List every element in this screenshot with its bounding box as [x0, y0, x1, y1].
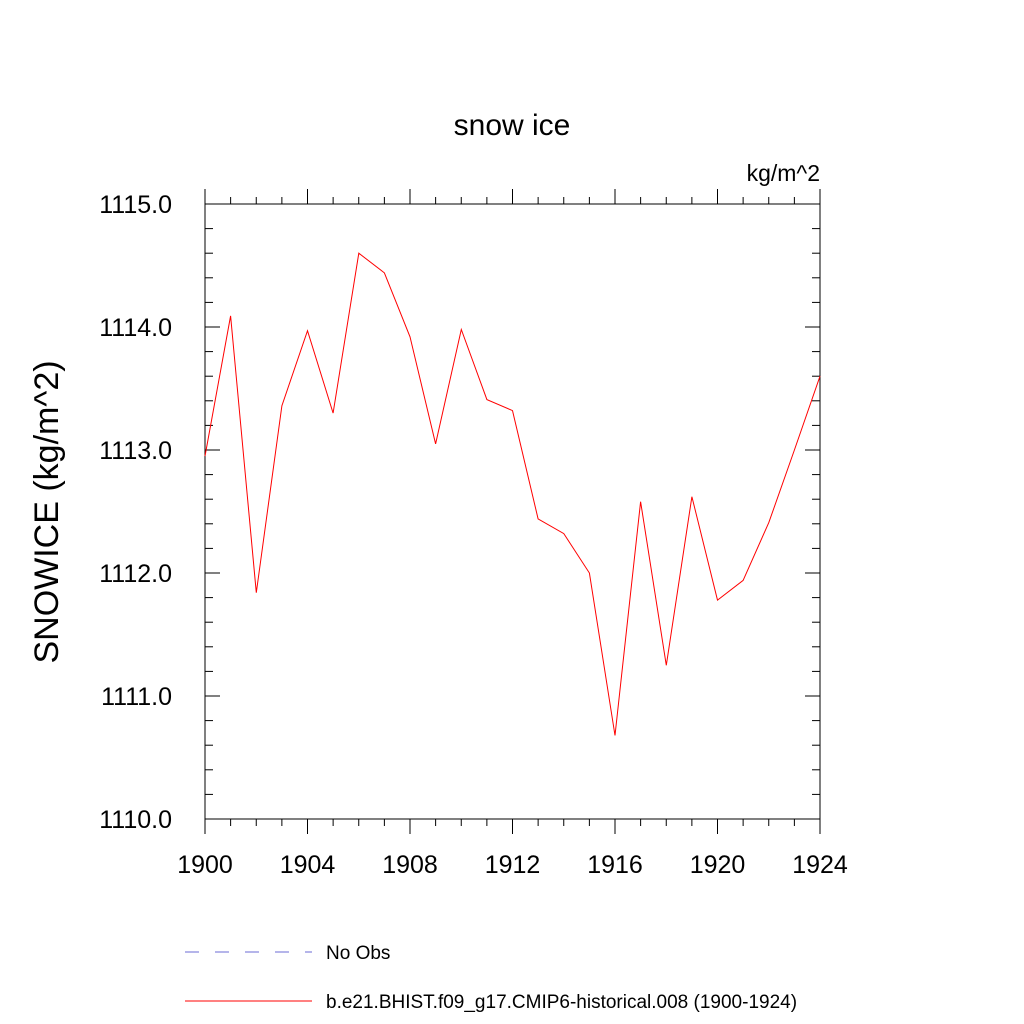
y-axis: 1110.0 1111.0 1112.0 1113.0 1114.0 1115.0	[99, 191, 820, 834]
y-axis-label: SNOWICE (kg/m^2)	[28, 360, 66, 663]
series-layer	[204, 252, 821, 736]
series-line	[204, 252, 821, 736]
y-tick-label: 1110.0	[99, 806, 172, 834]
legend: No Obs b.e21.BHIST.f09_g17.CMIP6-historic…	[185, 943, 797, 1013]
x-tick-label: 1900	[177, 851, 233, 879]
x-tick-label: 1920	[690, 851, 746, 879]
x-tick-label: 1916	[587, 851, 643, 879]
y-tick-label: 1111.0	[101, 683, 172, 711]
x-axis: 1900 1904 1908 1912 1916 1920 1924	[177, 189, 848, 879]
x-tick-label: 1908	[382, 851, 438, 879]
y-tick-label: 1115.0	[99, 191, 172, 219]
y-tick-label: 1112.0	[99, 560, 172, 588]
x-tick-label: 1924	[792, 851, 848, 879]
units-label: kg/m^2	[747, 160, 820, 186]
y-tick-label: 1113.0	[99, 437, 172, 465]
legend-label: b.e21.BHIST.f09_g17.CMIP6-historical.008…	[326, 992, 797, 1013]
legend-label: No Obs	[326, 943, 390, 964]
x-tick-label: 1912	[485, 851, 541, 879]
plot-frame	[204, 203, 821, 820]
chart-title: snow ice	[454, 109, 571, 142]
y-tick-label: 1114.0	[99, 314, 172, 342]
x-tick-label: 1904	[280, 851, 336, 879]
